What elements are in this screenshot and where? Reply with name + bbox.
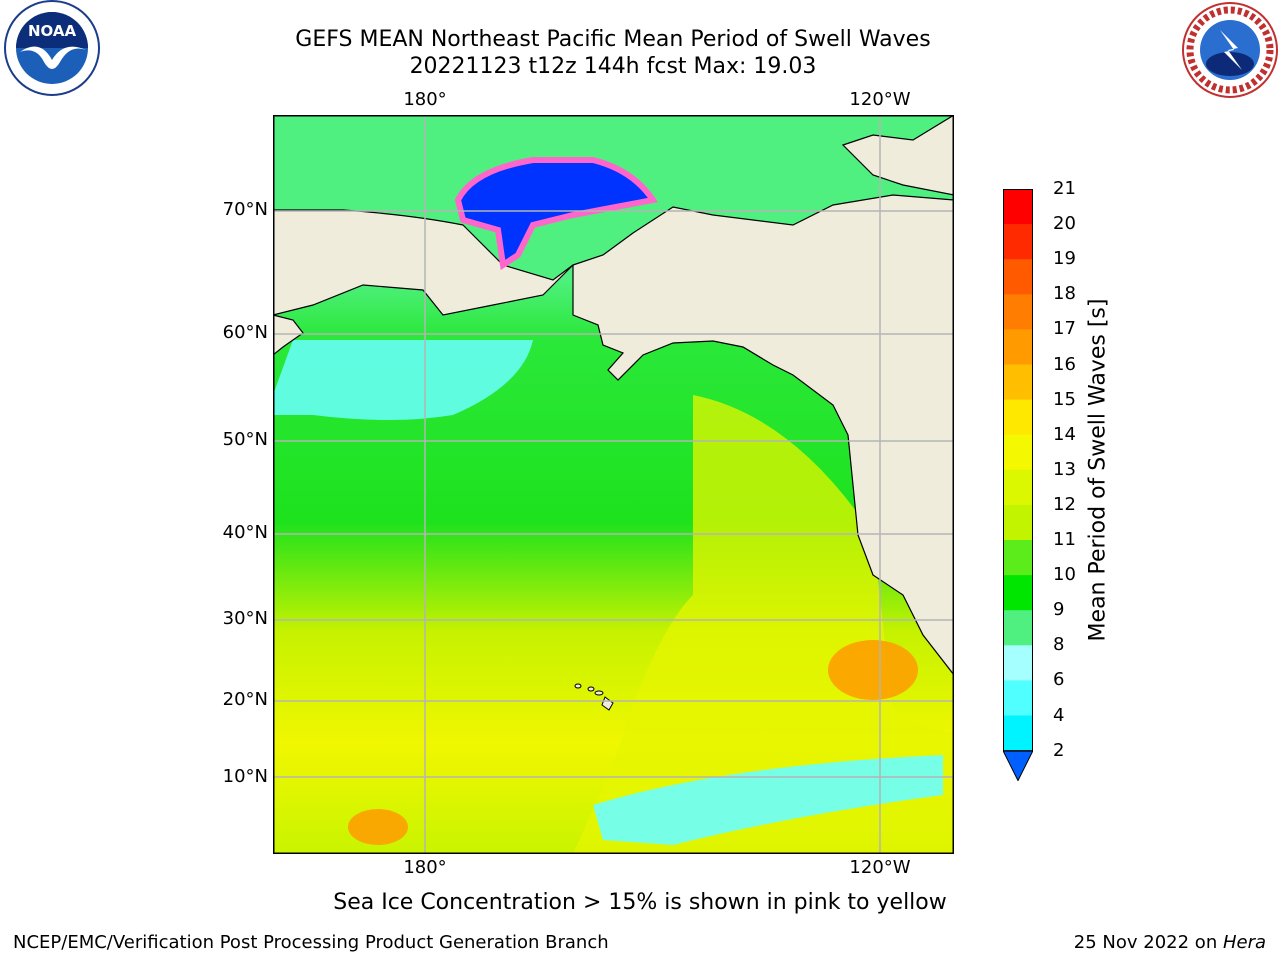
lat-label-40n: 40°N bbox=[222, 522, 268, 543]
yellow-swell-zone bbox=[573, 395, 954, 854]
orange-swell-patch bbox=[828, 640, 918, 700]
colorbar-segment bbox=[1003, 294, 1033, 330]
colorbar-segment bbox=[1003, 434, 1033, 471]
colorbar-tick-label: 4 bbox=[1053, 704, 1065, 726]
colorbar-tick-label: 6 bbox=[1053, 669, 1065, 691]
colorbar-outline bbox=[1003, 189, 1033, 752]
lat-label-60n: 60°N bbox=[222, 322, 268, 343]
colorbar-tick-label: 11 bbox=[1053, 529, 1076, 550]
lat-label-30n: 30°N bbox=[222, 608, 268, 629]
map-title: GEFS MEAN Northeast Pacific Mean Period … bbox=[295, 27, 931, 52]
colorbar-tick-label: 2 bbox=[1053, 739, 1065, 761]
colorbar-segment bbox=[1003, 575, 1033, 611]
land-north-america bbox=[572, 194, 954, 854]
colorbar-segment bbox=[1003, 329, 1033, 365]
land-siberia bbox=[273, 209, 574, 316]
lon-label-bottom-180: 180° bbox=[403, 857, 447, 878]
lat-label-10n: 10°N bbox=[222, 766, 268, 787]
footer-date-text: 25 Nov 2022 on bbox=[1073, 932, 1223, 953]
lon-label-top-120w: 120°W bbox=[849, 89, 911, 110]
colorbar-segment bbox=[1003, 645, 1033, 681]
lat-label-20n: 20°N bbox=[222, 689, 268, 710]
colorbar-segment bbox=[1003, 540, 1033, 576]
colorbar-segment bbox=[1003, 364, 1033, 401]
land-kamchatka bbox=[273, 314, 304, 356]
bering-sea-cyan bbox=[273, 340, 533, 420]
footer-date: 25 Nov 2022 on Hera bbox=[1074, 932, 1266, 953]
map-border bbox=[273, 115, 954, 854]
colorbar-tick-label: 8 bbox=[1053, 634, 1065, 656]
svg-text:NOAA: NOAA bbox=[28, 22, 77, 40]
colorbar-tick-label: 18 bbox=[1053, 283, 1076, 305]
swell-period-map bbox=[273, 115, 954, 854]
colorbar-segment bbox=[1003, 469, 1033, 506]
colorbar-tick-label: 14 bbox=[1053, 423, 1076, 445]
sea-ice-note: Sea Ice Concentration > 15% is shown in … bbox=[333, 890, 947, 915]
colorbar-tick-label: 17 bbox=[1053, 318, 1076, 340]
colorbar-tick-label: 12 bbox=[1053, 493, 1076, 515]
colorbar-tick-label: 9 bbox=[1053, 599, 1065, 621]
graticule bbox=[273, 115, 954, 854]
colorbar-tick-label: 21 bbox=[1053, 178, 1076, 199]
noaa-logo: NOAA bbox=[4, 0, 100, 96]
colorbar-segment bbox=[1003, 189, 1033, 225]
colorbar-title: Mean Period of Swell Waves [s] bbox=[1085, 298, 1111, 642]
colorbar-segment bbox=[1003, 680, 1033, 716]
colorbar-segment bbox=[1003, 259, 1033, 295]
colorbar-tick-label: 10 bbox=[1053, 564, 1076, 586]
colorbar-segment bbox=[1003, 610, 1033, 646]
sea-ice-region bbox=[454, 157, 659, 271]
footer-host: Hera bbox=[1222, 932, 1266, 953]
colorbar-extend-triangle bbox=[1003, 750, 1033, 781]
map-subtitle: 20221123 t12z 144h fcst Max: 19.03 bbox=[409, 54, 817, 79]
orange-swell-patch-sw bbox=[348, 809, 408, 845]
colorbar-tick-label: 20 bbox=[1053, 213, 1076, 235]
lon-label-bottom-120w: 120°W bbox=[849, 857, 911, 878]
colorbar-segment bbox=[1003, 504, 1033, 541]
national-weather-service-logo bbox=[1182, 2, 1278, 98]
lat-label-70n: 70°N bbox=[222, 199, 268, 220]
colorbar-tick-label: 15 bbox=[1053, 388, 1076, 410]
colorbar bbox=[1003, 189, 1033, 781]
colorbar-tick-label: 19 bbox=[1053, 248, 1076, 270]
lon-label-top-180: 180° bbox=[403, 89, 447, 110]
colorbar-segment bbox=[1003, 224, 1033, 260]
colorbar-segment bbox=[1003, 399, 1033, 436]
colorbar-segment bbox=[1003, 715, 1033, 752]
colorbar-tick-label: 16 bbox=[1053, 353, 1076, 375]
lat-label-50n: 50°N bbox=[222, 429, 268, 450]
footer-credit: NCEP/EMC/Verification Post Processing Pr… bbox=[13, 932, 609, 953]
colorbar-tick-label: 13 bbox=[1053, 458, 1076, 480]
